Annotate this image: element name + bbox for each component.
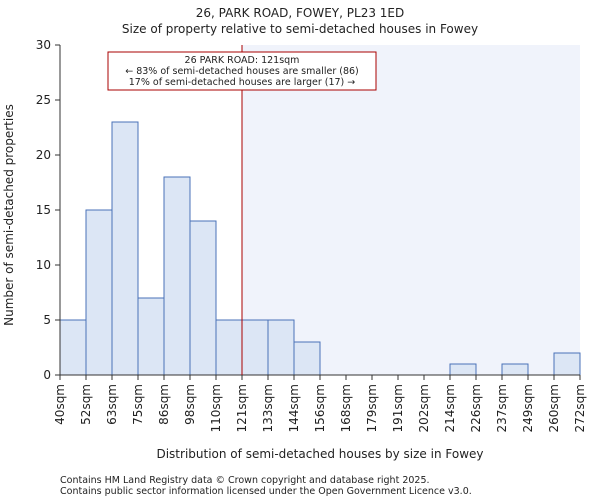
bar-237sqm: [501, 363, 529, 376]
highlight-region: [242, 45, 580, 375]
x-tick-label: 168sqm: [339, 384, 353, 432]
y-tick-label: 20: [36, 148, 51, 162]
x-axis-label: Distribution of semi-detached houses by …: [156, 447, 483, 461]
chart-title: 26, PARK ROAD, FOWEY, PL23 1ED: [196, 6, 404, 20]
bar-63sqm: [111, 121, 139, 376]
x-tick-label: 110sqm: [209, 384, 223, 432]
bar-86sqm: [163, 176, 191, 376]
x-tick-label: 214sqm: [443, 384, 457, 432]
footer-line-1: Contains HM Land Registry data © Crown c…: [60, 475, 430, 486]
bars-group: [59, 121, 581, 376]
x-tick-label: 237sqm: [495, 384, 509, 432]
x-tick-label: 179sqm: [365, 384, 379, 432]
x-tick-label: 86sqm: [157, 384, 171, 425]
y-tick-label: 10: [36, 258, 51, 272]
x-tick-label: 191sqm: [391, 384, 405, 432]
bar-260sqm: [553, 352, 581, 376]
x-tick-label: 133sqm: [261, 384, 275, 432]
bar-144sqm: [293, 341, 321, 376]
x-tick-label: 156sqm: [313, 384, 327, 432]
x-tick-label: 144sqm: [287, 384, 301, 432]
footer-line-2: Contains public sector information licen…: [60, 486, 472, 497]
y-axis-label: Number of semi-detached properties: [2, 104, 16, 326]
y-tick-label: 15: [36, 203, 51, 217]
x-ticks-group: 40sqm 52sqm 63sqm 75sqm 86sqm 98sqm 110sqm 121s…: [53, 375, 587, 432]
bar-133sqm: [267, 319, 295, 376]
x-tick-label: 121sqm: [235, 384, 249, 432]
y-tick-label: 0: [43, 368, 51, 382]
x-tick-label: 75sqm: [131, 384, 145, 425]
chart-subtitle: Size of property relative to semi-detach…: [122, 22, 478, 36]
annotation-line-1: 26 PARK ROAD: 121sqm: [185, 55, 300, 66]
bar-121sqm: [241, 319, 269, 376]
bar-40sqm: [59, 319, 87, 376]
x-tick-label: 226sqm: [469, 384, 483, 432]
y-tick-label: 5: [43, 313, 51, 327]
bar-110sqm: [215, 319, 243, 376]
x-tick-label: 202sqm: [417, 384, 431, 432]
annotation-line-2: ← 83% of semi-detached houses are smalle…: [125, 66, 359, 77]
x-tick-label: 260sqm: [547, 384, 561, 432]
y-tick-label: 30: [36, 38, 51, 52]
y-tick-label: 25: [36, 93, 51, 107]
annotation-line-3: 17% of semi-detached houses are larger (…: [129, 77, 356, 88]
x-tick-label: 249sqm: [521, 384, 535, 432]
bar-52sqm: [85, 209, 113, 376]
x-tick-label: 40sqm: [53, 384, 67, 425]
y-ticks-group: 0 5 10 15 20 25 30: [36, 38, 60, 382]
bar-98sqm: [189, 220, 217, 376]
x-tick-label: 52sqm: [79, 384, 93, 425]
bar-214sqm: [449, 363, 477, 376]
x-tick-label: 63sqm: [105, 384, 119, 425]
annotation-box: [107, 51, 377, 91]
bar-75sqm: [137, 297, 165, 376]
x-tick-label: 272sqm: [573, 384, 587, 432]
x-tick-label: 98sqm: [183, 384, 197, 425]
